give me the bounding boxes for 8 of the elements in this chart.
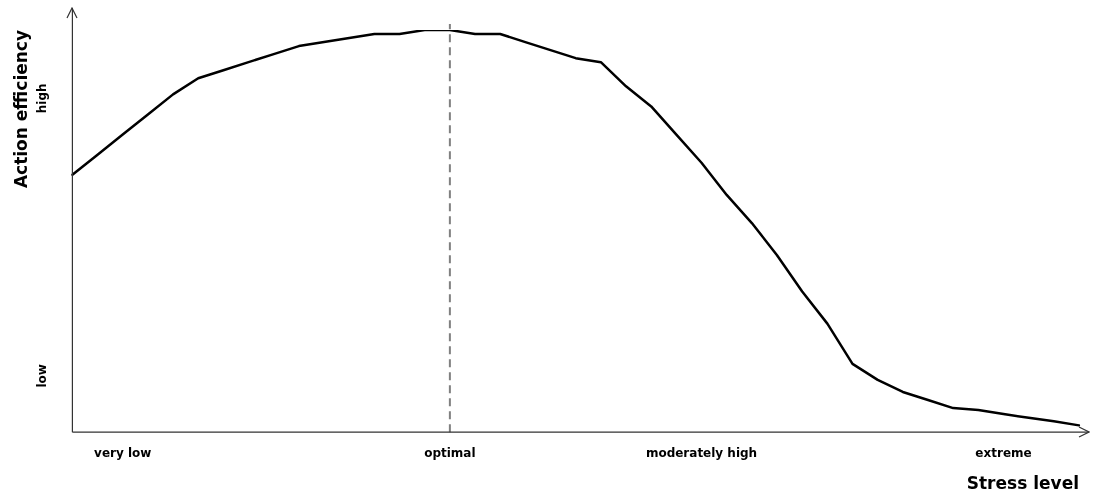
y-axis-title: Action efficiency	[10, 30, 31, 189]
x-tick-label: very low	[94, 445, 152, 460]
x-tick-label: moderately high	[645, 445, 758, 460]
text: high	[34, 83, 49, 114]
x-tick-label: extreme	[975, 445, 1032, 460]
text: low	[34, 364, 49, 388]
x-tick-label: optimal	[424, 445, 476, 460]
x-axis-title: Stress level	[966, 473, 1079, 494]
